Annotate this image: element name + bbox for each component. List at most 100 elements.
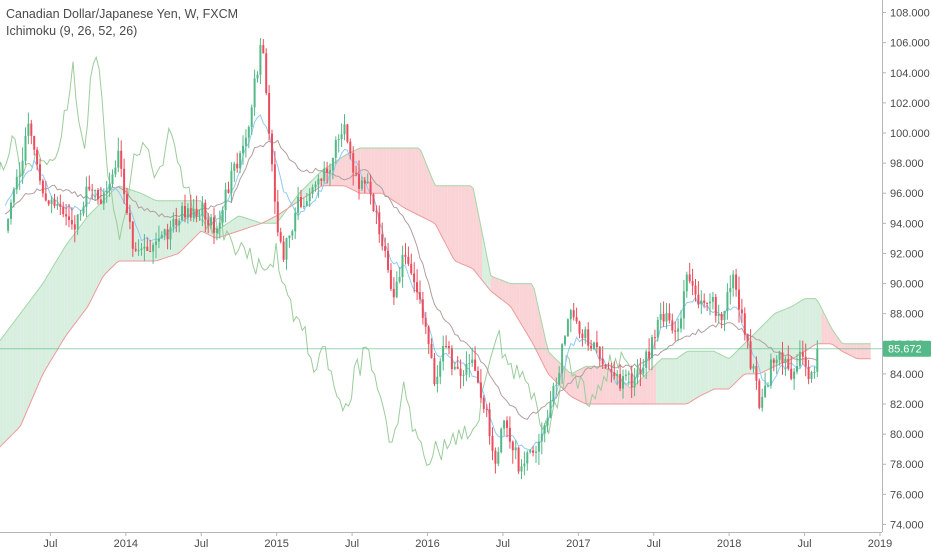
cloud-segment — [46, 272, 50, 368]
cloud-segment — [250, 219, 253, 228]
candle-body — [813, 371, 816, 373]
candle-body — [99, 199, 102, 204]
cloud-segment — [676, 356, 680, 404]
candle-body — [453, 366, 456, 370]
candle-body — [230, 170, 233, 193]
cloud-segment — [23, 305, 27, 419]
candle-body — [36, 149, 39, 165]
candle-body — [746, 334, 749, 342]
candle-body — [198, 216, 201, 217]
candle-body — [126, 194, 128, 213]
cloud-segment — [833, 330, 836, 347]
candle-body — [662, 314, 665, 322]
candle-body — [59, 204, 62, 207]
candle-body — [221, 210, 224, 223]
candle-body — [781, 352, 784, 364]
candle-body — [117, 150, 120, 168]
candle-body — [97, 190, 99, 200]
candle-body — [172, 219, 175, 228]
candle-body — [471, 359, 474, 363]
cloud-segment — [525, 283, 529, 337]
candle-body — [723, 310, 726, 321]
cloud-segment — [345, 153, 349, 188]
candle-body — [581, 333, 584, 339]
candle-body — [282, 241, 285, 260]
y-tick-label: 102.000 — [890, 98, 930, 110]
cloud-segment — [113, 187, 117, 266]
candle-body — [468, 363, 471, 365]
candle-body — [535, 451, 537, 453]
cloud-segment — [15, 316, 18, 432]
candle-body — [331, 157, 334, 171]
cloud-segment — [766, 318, 770, 371]
candle-body — [24, 136, 27, 161]
cloud-segment — [458, 185, 462, 264]
ichimoku-cloud — [0, 147, 871, 448]
candle-body — [305, 201, 308, 206]
cloud-segment — [455, 185, 459, 263]
candle-body — [796, 366, 798, 372]
candle-body — [488, 409, 491, 436]
cloud-segment — [87, 213, 91, 307]
cloud-segment — [99, 201, 102, 285]
cloud-segment — [424, 158, 427, 220]
x-tick-label: Jul — [496, 538, 510, 550]
candle-body — [50, 199, 53, 205]
cloud-segment — [693, 351, 697, 400]
cloud-segment — [116, 186, 120, 263]
candle-body — [479, 382, 482, 398]
cloud-segment — [583, 366, 587, 404]
tenkan-sen — [4, 114, 818, 452]
candle-body — [314, 184, 317, 188]
candle-body — [595, 342, 598, 348]
cloud-segment — [740, 344, 744, 378]
cloud-segment — [160, 200, 163, 260]
candle-body — [163, 229, 166, 235]
y-tick-label: 100.000 — [890, 128, 930, 140]
legend-title: Canadian Dollar/Japanese Yen, W, FXCM — [6, 7, 239, 21]
candle-body — [648, 351, 651, 359]
candle-body — [787, 358, 790, 369]
candle-body — [47, 200, 50, 205]
cloud-segment — [374, 148, 378, 194]
x-tick-label: 2016 — [415, 538, 439, 550]
candle-body — [677, 328, 680, 332]
candle-body — [387, 251, 389, 270]
cloud-segment — [38, 285, 42, 385]
cloud-segment — [418, 148, 422, 217]
x-tick-label: 2019 — [868, 538, 892, 550]
candle-body — [239, 153, 242, 169]
candle-body — [477, 370, 479, 383]
cloud-segment — [392, 148, 395, 202]
cloud-segment — [496, 278, 500, 298]
cloud-segment — [801, 299, 804, 354]
cloud-segment — [650, 367, 654, 404]
candle-body — [546, 417, 549, 426]
candle-body — [389, 269, 392, 289]
cloud-segment — [232, 218, 236, 233]
candle-body — [537, 441, 540, 452]
candle-body — [79, 213, 82, 215]
candle-body — [697, 294, 700, 305]
cloud-segment — [737, 347, 741, 381]
cloud-segment — [12, 320, 15, 435]
y-tick-label: 78.000 — [890, 459, 924, 471]
cloud-segment — [862, 343, 865, 359]
cloud-segment — [26, 301, 30, 412]
cloud-segment — [705, 351, 709, 394]
cloud-segment — [96, 204, 100, 290]
candle-body — [503, 420, 506, 429]
candle-body — [416, 282, 418, 293]
candle-body — [279, 232, 282, 242]
candle-body — [561, 344, 564, 374]
candle-body — [804, 356, 807, 367]
candle-body — [175, 219, 178, 226]
cloud-segment — [531, 283, 535, 347]
candle-body — [381, 234, 384, 247]
candlesticks — [7, 38, 819, 480]
candle-body — [360, 180, 363, 189]
cloud-segment — [467, 185, 471, 268]
cloud-segment — [864, 343, 868, 359]
